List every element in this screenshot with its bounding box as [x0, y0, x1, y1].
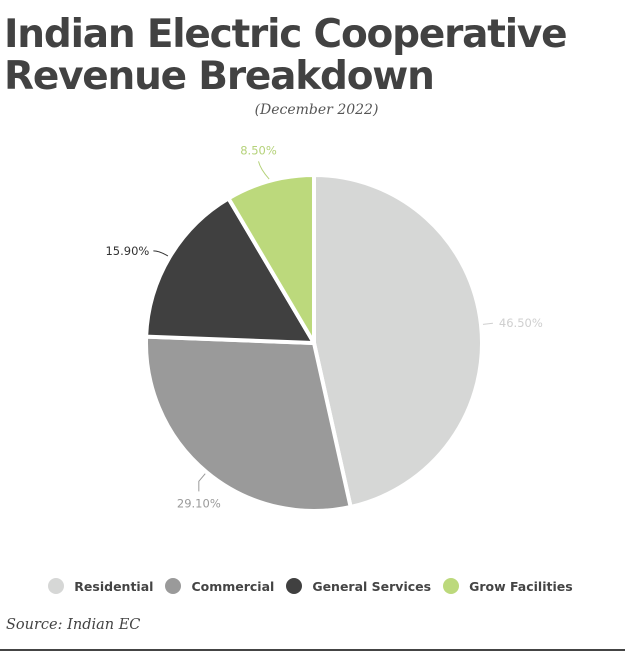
- data-label-commercial: 29.10%: [177, 496, 221, 510]
- legend-swatch-icon: [286, 578, 303, 594]
- legend-swatch-icon: [165, 578, 182, 594]
- chart-subtitle: (December 2022): [254, 102, 379, 118]
- chart-title: Indian Electric Cooperative Revenue Break…: [4, 12, 568, 99]
- pie-slice-general-services: [144, 196, 316, 345]
- footer-divider: [0, 649, 625, 651]
- legend-label: Residential: [74, 578, 154, 594]
- pie-slice-grow-facilities: [226, 173, 316, 345]
- data-label-residential: 46.50%: [499, 316, 543, 330]
- pie-slice-residential: [312, 173, 484, 509]
- legend-label: General Services: [312, 578, 432, 594]
- legend-swatch-icon: [443, 578, 460, 594]
- leader-line-residential: [482, 322, 493, 325]
- chart-legend: Residential Commercial General Services Gro…: [0, 578, 625, 594]
- legend-swatch-icon: [48, 578, 65, 594]
- source-note: Source: Indian EC: [6, 617, 141, 633]
- legend-item-residential[interactable]: Residential: [48, 578, 157, 594]
- data-label-grow-facilities: 8.50%: [240, 143, 277, 157]
- leader-line-grow-facilities: [258, 161, 270, 180]
- legend-item-general-services[interactable]: General Services: [286, 578, 435, 594]
- leader-line-general-services: [153, 250, 169, 257]
- pie-slice-commercial: [144, 334, 353, 513]
- pie-chart: 46.50% 29.10% 15.90% 8.50%: [105, 143, 543, 513]
- title-line-1: Indian Electric Cooperative: [4, 12, 568, 57]
- legend-label: Grow Facilities: [469, 578, 573, 594]
- leader-line-commercial: [198, 473, 206, 492]
- data-label-general-services: 15.90%: [105, 244, 149, 258]
- title-line-2: Revenue Breakdown: [4, 54, 435, 99]
- legend-item-grow-facilities[interactable]: Grow Facilities: [443, 578, 577, 594]
- legend-item-commercial[interactable]: Commercial: [165, 578, 278, 594]
- legend-label: Commercial: [191, 578, 275, 594]
